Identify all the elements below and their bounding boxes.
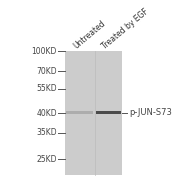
Text: 40KD: 40KD bbox=[36, 109, 57, 118]
Text: 70KD: 70KD bbox=[36, 67, 57, 76]
Text: 35KD: 35KD bbox=[36, 129, 57, 138]
Bar bbox=[96, 111, 121, 114]
Text: p-JUN-S73: p-JUN-S73 bbox=[129, 108, 172, 117]
Text: 55KD: 55KD bbox=[36, 84, 57, 93]
Text: Treated by EGF: Treated by EGF bbox=[100, 7, 150, 51]
Text: Untreated: Untreated bbox=[72, 19, 107, 51]
Text: 100KD: 100KD bbox=[31, 47, 57, 56]
Bar bbox=[66, 111, 93, 114]
Bar bbox=[65, 51, 122, 175]
Text: 25KD: 25KD bbox=[36, 155, 57, 164]
